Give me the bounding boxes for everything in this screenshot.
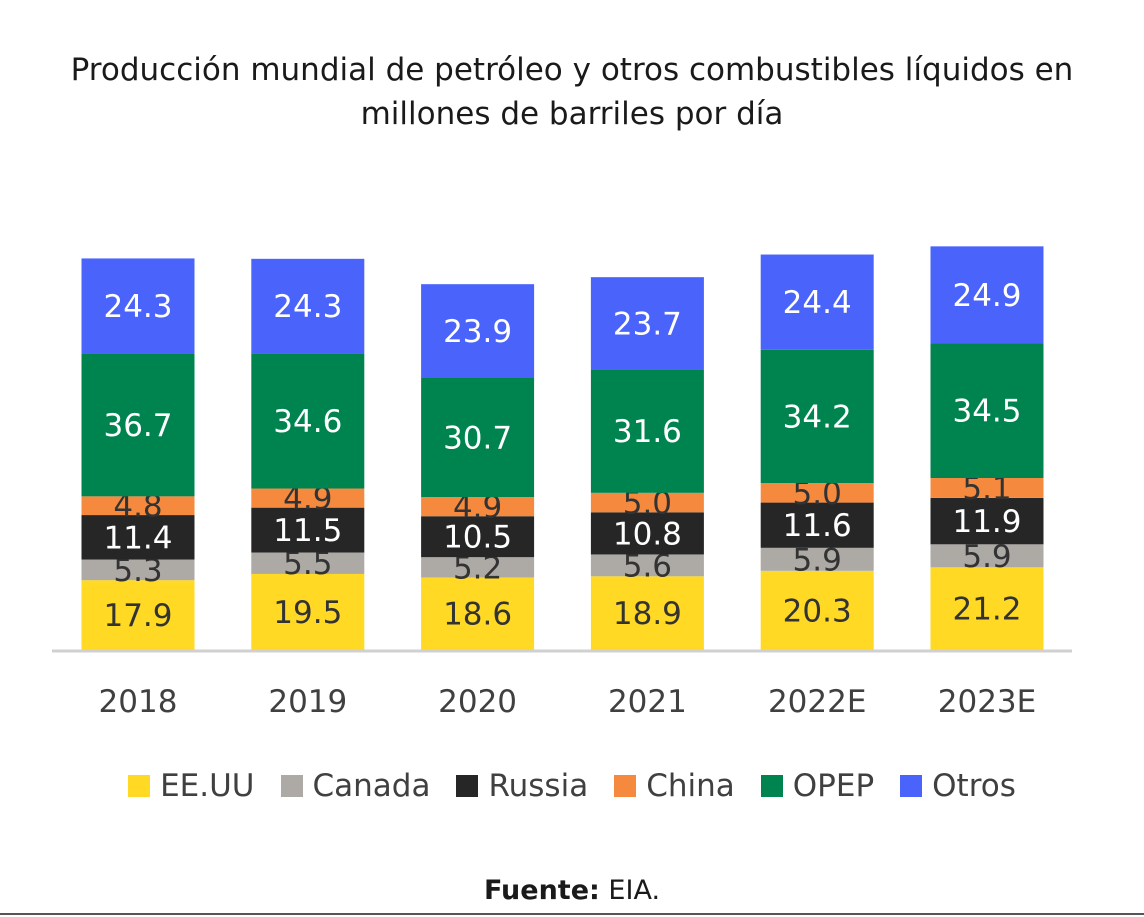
- bar-segment-china-2020: [421, 497, 535, 517]
- data-label: 24.3: [273, 289, 342, 325]
- bar-segment-china-2018: [81, 496, 195, 516]
- legend-swatch: [760, 775, 783, 797]
- data-label: 36.7: [103, 408, 172, 444]
- bar-segment-opep-2023e: [930, 343, 1044, 479]
- bar-segment-ee-uu-2023e: [930, 567, 1044, 650]
- x-tick-label: 2019: [268, 684, 347, 720]
- bar-segment-russia-2018: [81, 515, 195, 560]
- legend-swatch: [280, 775, 303, 797]
- bar-segment-otros-2019: [251, 258, 365, 354]
- bar-segment-canada-2018: [81, 559, 195, 581]
- x-tick-label: 2023E: [938, 684, 1036, 720]
- legend-swatch: [900, 775, 923, 797]
- data-label: 23.7: [613, 306, 682, 342]
- data-label: 5.9: [962, 539, 1011, 575]
- bar-segment-otros-2020: [421, 284, 535, 378]
- chart-title-line-1: Producción mundial de petróleo y otros c…: [70, 52, 1074, 88]
- legend-label: EE.UU: [160, 768, 255, 804]
- data-label: 31.6: [613, 414, 682, 450]
- stacked-bar-chart: 17.95.311.44.836.724.3201819.55.511.54.9…: [52, 246, 1072, 720]
- bottom-divider: [0, 913, 1144, 915]
- legend-label: Russia: [488, 768, 589, 804]
- source-text: EIA.: [608, 875, 661, 906]
- bar-segment-opep-2019: [251, 353, 365, 489]
- legend-item: Russia: [456, 768, 588, 804]
- data-label: 10.5: [443, 520, 512, 556]
- bar-segment-canada-2020: [421, 557, 535, 578]
- legend: EE.UU Canada Russia China OPEP Otros: [0, 768, 1144, 804]
- x-tick-label: 2022E: [768, 684, 866, 720]
- data-label: 23.9: [443, 314, 512, 350]
- data-label: 10.8: [613, 516, 682, 552]
- chart-title-line-2: millones de barriles por día: [360, 96, 784, 132]
- x-tick-label: 2018: [99, 684, 178, 720]
- bar-segment-opep-2020: [421, 377, 535, 498]
- data-label: 30.7: [443, 420, 512, 456]
- bar-segment-china-2023e: [930, 478, 1044, 498]
- bar-segment-canada-2021: [590, 554, 704, 577]
- legend-item: Otros: [900, 768, 1016, 804]
- chart-title: Producción mundial de petróleo y otros c…: [0, 48, 1144, 136]
- bar-segment-ee-uu-2019: [251, 573, 365, 650]
- data-label: 34.6: [273, 404, 342, 440]
- bar-segment-ee-uu-2018: [81, 580, 195, 650]
- source-note: Fuente: EIA.: [0, 875, 1144, 906]
- bar-segment-china-2019: [251, 488, 365, 508]
- data-label: 11.6: [783, 508, 852, 544]
- data-label: 24.9: [952, 278, 1021, 314]
- bar-segment-canada-2022e: [760, 547, 874, 571]
- x-tick-label: 2021: [608, 684, 687, 720]
- data-label: 18.6: [443, 597, 512, 633]
- data-label: 11.4: [103, 520, 172, 556]
- data-label: 18.9: [613, 596, 682, 632]
- legend-item: Canada: [280, 768, 431, 804]
- legend-label: Otros: [932, 768, 1016, 804]
- legend-item: OPEP: [760, 768, 875, 804]
- bar-segment-ee-uu-2020: [421, 577, 535, 650]
- bar-segment-otros-2021: [590, 277, 704, 370]
- legend-swatch: [128, 775, 151, 797]
- legend-label: Canada: [312, 768, 431, 804]
- bar-segment-canada-2023e: [930, 544, 1044, 568]
- legend-label: China: [646, 768, 735, 804]
- data-label: 11.9: [952, 504, 1021, 540]
- x-tick-label: 2020: [438, 684, 517, 720]
- data-label: 24.3: [103, 289, 172, 325]
- bar-segment-ee-uu-2021: [590, 576, 704, 650]
- bar-segment-opep-2022e: [760, 349, 874, 484]
- bar-segment-otros-2018: [81, 258, 195, 354]
- bar-segment-otros-2022e: [760, 254, 874, 350]
- legend-swatch: [456, 775, 479, 797]
- bar-segment-otros-2023e: [930, 246, 1044, 344]
- data-label: 5.9: [793, 542, 842, 578]
- bar-segment-china-2022e: [760, 483, 874, 503]
- bar-segment-russia-2021: [590, 512, 704, 555]
- bar-segment-russia-2020: [421, 516, 535, 558]
- bar-segment-russia-2022e: [760, 502, 874, 548]
- bar-segment-canada-2019: [251, 552, 365, 574]
- bar-segment-ee-uu-2022e: [760, 570, 874, 650]
- bar-segment-opep-2021: [590, 369, 704, 493]
- data-label: 21.2: [952, 592, 1021, 628]
- bar-segment-opep-2018: [81, 353, 195, 497]
- data-label: 24.4: [783, 285, 852, 321]
- data-label: 17.9: [103, 598, 172, 634]
- data-label: 19.5: [273, 595, 342, 631]
- legend-label: OPEP: [792, 768, 875, 804]
- bar-segment-china-2021: [590, 492, 704, 513]
- bar-segment-russia-2019: [251, 507, 365, 553]
- source-label: Fuente:: [483, 875, 600, 906]
- data-label: 34.2: [783, 399, 852, 435]
- data-label: 11.5: [273, 513, 342, 549]
- legend-item: EE.UU: [128, 768, 255, 804]
- legend-swatch: [614, 775, 637, 797]
- bar-segment-russia-2023e: [930, 497, 1044, 545]
- data-label: 20.3: [783, 593, 852, 629]
- legend-item: China: [614, 768, 735, 804]
- data-label: 34.5: [952, 394, 1021, 430]
